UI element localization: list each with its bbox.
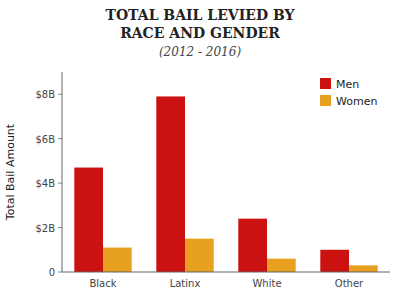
y-tick-label: $2B [35, 223, 55, 234]
y-axis-line [62, 72, 63, 272]
y-tick [58, 272, 62, 273]
x-tick-label: Latinx [170, 278, 201, 289]
bar [185, 239, 214, 272]
legend-label: Women [336, 95, 377, 108]
x-axis-line [62, 272, 390, 273]
y-tick [58, 227, 62, 228]
legend: Men Women [320, 78, 377, 108]
chart: TOTAL BAIL LEVIED BYRACE AND GENDER (2012… [0, 0, 400, 307]
bar [238, 219, 267, 272]
y-tick-label: $8B [35, 89, 55, 100]
title: TOTAL BAIL LEVIED BYRACE AND GENDER [106, 7, 296, 41]
y-tick [58, 94, 62, 95]
y-tick [58, 138, 62, 139]
bar [349, 265, 378, 272]
bar [74, 168, 103, 272]
x-tick-label: Black [89, 278, 116, 289]
y-tick-label: $6B [35, 134, 55, 145]
bar [320, 250, 349, 272]
y-tick [58, 183, 62, 184]
bar [156, 96, 185, 272]
subtitle: (2012 - 2016) [159, 45, 241, 59]
legend-swatch [320, 78, 331, 89]
bar [267, 259, 296, 272]
x-tick-label: Other [335, 278, 364, 289]
bars [74, 96, 377, 272]
y-tick-label: 0 [49, 267, 55, 278]
bar [103, 248, 132, 272]
y-axis-label: Total Bail Amount [4, 123, 17, 221]
y-tick-label: $4B [35, 178, 55, 189]
legend-swatch [320, 95, 331, 106]
x-tick-label: White [252, 278, 281, 289]
legend-label: Men [336, 78, 359, 91]
